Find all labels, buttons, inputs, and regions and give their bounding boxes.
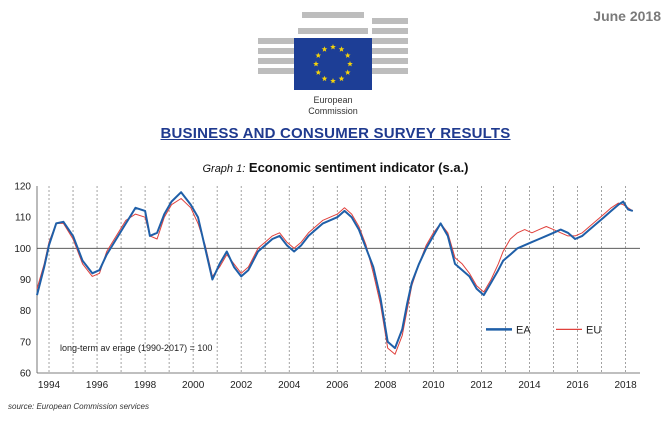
x-tick-label: 1998 (134, 380, 157, 391)
eu-star-icon (315, 69, 322, 75)
graph-number: Graph 1: (202, 163, 246, 175)
y-tick-label: 100 (14, 244, 31, 255)
y-tick-label: 110 (15, 213, 31, 224)
eu-star-icon (330, 44, 336, 50)
x-tick-label: 2002 (230, 380, 253, 391)
eu-star-icon (344, 69, 351, 75)
logo-text-line1: European (313, 95, 352, 105)
y-tick-label: 90 (20, 275, 32, 286)
eu-star-icon (315, 52, 322, 58)
series-line-ea (36, 191, 634, 350)
x-tick-label: 2008 (374, 380, 397, 391)
x-tick-label: 2016 (566, 380, 589, 391)
graph-title: Graph 1: Economic sentiment indicator (s… (0, 160, 671, 175)
eu-star-icon (313, 61, 319, 67)
eu-star-icon (338, 46, 345, 52)
legend-label-ea: EA (516, 324, 531, 336)
x-tick-label: 2012 (470, 380, 493, 391)
eu-star-icon (338, 75, 345, 82)
source-note: source: European Commission services (8, 402, 149, 411)
x-tick-label: 2010 (422, 380, 445, 391)
y-tick-label: 120 (14, 182, 31, 193)
european-commission-logo: European Commission (258, 8, 408, 120)
eu-star-icon (347, 61, 353, 67)
commission-building-icon (258, 12, 408, 74)
report-date: June 2018 (593, 8, 661, 24)
y-tick-label: 80 (20, 306, 32, 317)
x-tick-label: 2000 (182, 380, 205, 391)
reference-note: long-term av erage (1990-2017) = 100 (60, 343, 212, 353)
graph-title-text: Economic sentiment indicator (s.a.) (248, 160, 469, 175)
x-tick-label: 2014 (518, 380, 541, 391)
x-tick-label: 2004 (278, 380, 301, 391)
logo-text-line2: Commission (308, 106, 358, 116)
x-tick-label: 1994 (38, 380, 61, 391)
eu-star-icon (321, 46, 328, 52)
report-title: BUSINESS AND CONSUMER SURVEY RESULTS (160, 125, 511, 142)
y-tick-label: 70 (20, 337, 32, 348)
y-tick-label: 60 (20, 369, 32, 380)
x-tick-label: 1996 (86, 380, 109, 391)
eu-star-icon (321, 75, 328, 82)
x-tick-label: 2018 (614, 380, 637, 391)
eu-star-icon (344, 52, 351, 58)
sentiment-line-chart: 60 70 80 90 100 110 120 1994 1996 1998 2000 2002 200… (14, 182, 640, 391)
legend-label-eu: EU (586, 324, 601, 336)
eu-star-icon (330, 78, 336, 84)
x-tick-label: 2006 (326, 380, 349, 391)
